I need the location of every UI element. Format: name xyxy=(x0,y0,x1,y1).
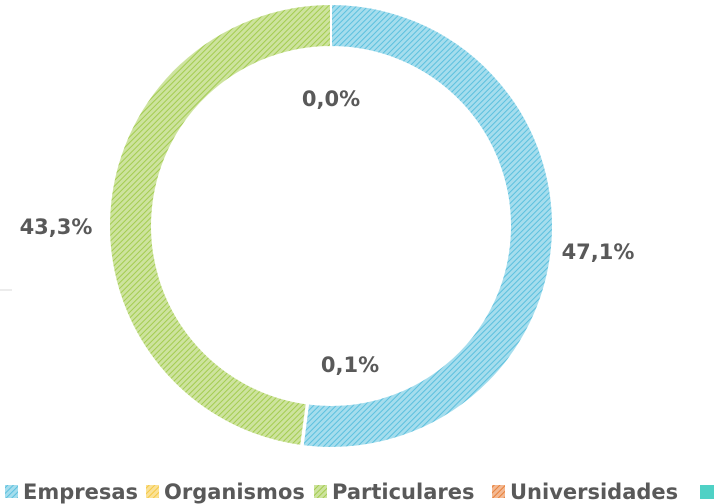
legend-swatch xyxy=(5,485,18,498)
legend-swatch xyxy=(314,485,327,498)
legend-label: Universidades xyxy=(510,480,678,504)
data-label: 43,3% xyxy=(20,215,93,239)
donut-slice xyxy=(301,2,554,449)
legend-swatch xyxy=(146,485,159,498)
legend-swatch xyxy=(492,485,505,498)
data-label: 0,1% xyxy=(321,353,379,377)
legend-swatch-cut xyxy=(700,485,714,499)
data-label: 47,1% xyxy=(562,240,635,264)
donut-slice xyxy=(108,2,332,448)
legend-label: Particulares xyxy=(332,480,474,504)
legend-label: Organismos xyxy=(164,480,305,504)
data-label: 0,0% xyxy=(302,87,360,111)
legend-label: Empresas xyxy=(23,480,138,504)
